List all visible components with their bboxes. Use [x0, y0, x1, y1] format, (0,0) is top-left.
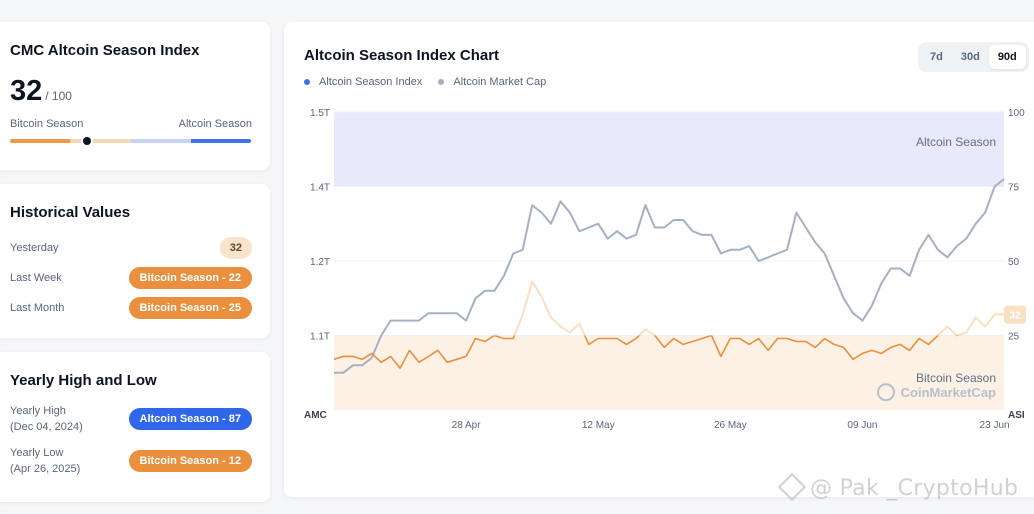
historical-title: Historical Values	[10, 204, 131, 221]
yearly-low-date: (Apr 26, 2025)	[10, 463, 81, 475]
tab-30d[interactable]: 30d	[960, 51, 980, 63]
x-tick-label: 09 Jun	[847, 420, 877, 431]
historical-label: Last Month	[10, 302, 65, 314]
tab-7d[interactable]: 7d	[930, 51, 943, 63]
tab-90d[interactable]: 90d	[988, 45, 1026, 69]
chart-legend: Altcoin Season Index Altcoin Market Cap	[304, 76, 562, 88]
historical-value-badge: Bitcoin Season - 25	[128, 297, 252, 319]
x-tick-label: 26 May	[714, 420, 747, 431]
left-tick-label: 1.4T	[310, 183, 330, 194]
right-tick-label: 50	[1008, 257, 1020, 268]
historical-row-yesterday: Yesterday 32	[10, 233, 252, 263]
bitcoin-season-label: Bitcoin Season	[10, 118, 84, 130]
yearly-high-row: Yearly High (Dec 04, 2024) Altcoin Seaso…	[10, 403, 252, 435]
yearly-low-row: Yearly Low (Apr 26, 2025) Bitcoin Season…	[10, 445, 252, 477]
chart-plot: Altcoin Season Bitcoin SeasonCoinMarketCa…	[304, 108, 1026, 431]
index-gauge-bar	[10, 135, 251, 147]
watermark-text: @ Pak _CryptoHub	[810, 476, 1019, 501]
left-tick-label: 1.1T	[310, 332, 330, 343]
gauge-segment-altcoin-light	[130, 139, 191, 143]
yearly-low-badge: Bitcoin Season - 12	[128, 450, 252, 472]
yearly-high-badge: Altcoin Season - 87	[128, 408, 252, 430]
historical-label: Yesterday	[10, 242, 59, 254]
timeframe-tabs: 7d 30d 90d	[918, 42, 1029, 72]
yearly-high-low-card: Yearly High and Low Yearly High (Dec 04,…	[0, 352, 270, 502]
watermark-logo-icon	[777, 472, 807, 502]
gauge-segment-bitcoin-light	[70, 139, 131, 143]
watermark: @ Pak _CryptoHub	[777, 472, 1019, 502]
legend-label: Altcoin Market Cap	[453, 76, 547, 88]
current-value-label: 32	[1009, 311, 1021, 322]
index-value: 32	[10, 75, 43, 107]
right-tick-label: 75	[1008, 183, 1020, 194]
altcoin-season-index-card: CMC Altcoin Season Index 32 / 100 Bitcoi…	[0, 22, 270, 170]
historical-value-badge: 32	[219, 237, 252, 259]
index-max: / 100	[45, 89, 72, 103]
x-tick-label: 28 Apr	[452, 420, 482, 431]
gauge-segment-altcoin	[190, 139, 251, 143]
yearly-high-date: (Dec 04, 2024)	[10, 421, 83, 433]
legend-item-market-cap[interactable]: Altcoin Market Cap	[438, 76, 546, 88]
legend-dot-icon	[304, 79, 310, 85]
right-tick-label: 100	[1008, 108, 1025, 119]
altcoin-season-label: Altcoin Season	[178, 118, 252, 130]
historical-label: Last Week	[10, 272, 62, 284]
yearly-title: Yearly High and Low	[10, 372, 157, 389]
yearly-high-label: Yearly High	[10, 405, 66, 417]
x-tick-label: 23 Jun	[980, 420, 1010, 431]
series-line-market-cap	[334, 178, 1005, 374]
historical-row-last-month: Last Month Bitcoin Season - 25	[10, 293, 252, 323]
altcoin-season-chart-card: Altcoin Season Index Chart 7d 30d 90d Al…	[284, 22, 1034, 497]
zone-altcoin	[334, 112, 1004, 187]
index-card-title: CMC Altcoin Season Index	[10, 42, 200, 59]
left-tick-label: 1.5T	[310, 108, 330, 119]
historical-row-last-week: Last Week Bitcoin Season - 22	[10, 263, 252, 293]
zone-label-altcoin: Altcoin Season	[916, 135, 996, 149]
coinmarketcap-watermark: CoinMarketCap	[901, 385, 996, 400]
index-value-row: 32 / 100	[10, 75, 252, 108]
coinmarketcap-logo-icon	[877, 383, 895, 402]
historical-value-badge: Bitcoin Season - 22	[128, 267, 252, 289]
right-axis-label: ASI	[1008, 410, 1025, 421]
left-axis-label: AMC	[304, 410, 327, 421]
legend-dot-icon	[438, 79, 445, 85]
index-scale-labels: Bitcoin Season Altcoin Season	[10, 118, 252, 130]
zone-label-bitcoin: Bitcoin Season	[916, 371, 996, 385]
current-value-badge	[1004, 305, 1026, 324]
series-line-altcoin-index	[333, 281, 1004, 370]
legend-item-index[interactable]: Altcoin Season Index	[304, 76, 422, 88]
x-tick-label: 12 May	[582, 420, 615, 431]
left-tick-label: 1.2T	[310, 257, 330, 268]
right-tick-label: 25	[1008, 332, 1020, 343]
legend-label: Altcoin Season Index	[319, 76, 423, 88]
gauge-indicator	[81, 135, 94, 147]
yearly-low-label: Yearly Low	[10, 447, 64, 459]
historical-values-card: Historical Values Yesterday 32 Last Week…	[0, 184, 270, 338]
chart-title: Altcoin Season Index Chart	[304, 47, 500, 64]
gauge-segment-bitcoin	[10, 139, 71, 143]
